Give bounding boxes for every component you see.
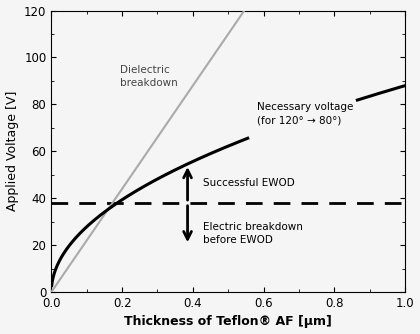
Text: Successful EWOD: Successful EWOD bbox=[203, 178, 295, 188]
Text: Dielectric
breakdown: Dielectric breakdown bbox=[121, 64, 178, 88]
Text: Electric breakdown
before EWOD: Electric breakdown before EWOD bbox=[203, 222, 303, 245]
Text: Necessary voltage
(for 120° → 80°): Necessary voltage (for 120° → 80°) bbox=[257, 102, 353, 125]
Y-axis label: Applied Voltage [V]: Applied Voltage [V] bbox=[5, 91, 18, 211]
X-axis label: Thickness of Teflon® AF [μm]: Thickness of Teflon® AF [μm] bbox=[124, 315, 332, 328]
